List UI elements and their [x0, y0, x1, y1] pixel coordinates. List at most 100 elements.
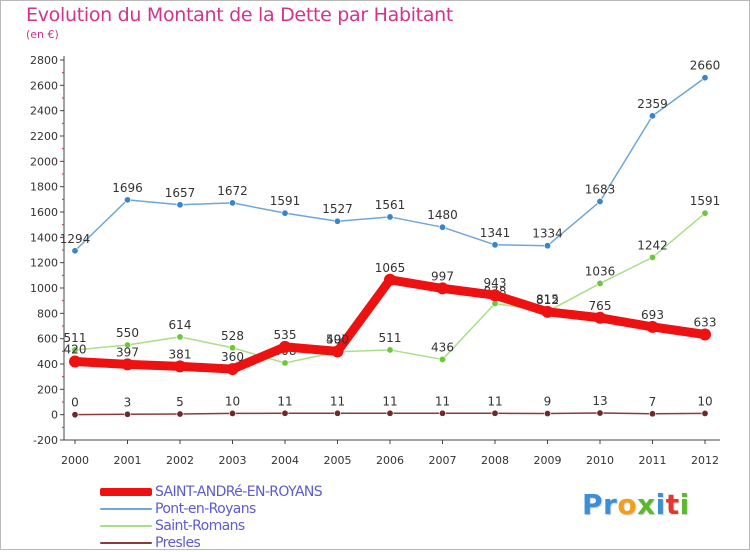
logo-letter: i [655, 488, 666, 521]
legend-swatch [100, 525, 152, 527]
data-label: 535 [274, 328, 297, 342]
logo-letter: i [679, 488, 690, 521]
legend-label: SAINT-ANDRé-EN-ROYANS [155, 484, 323, 500]
data-point [648, 112, 656, 120]
data-point [489, 289, 501, 302]
legend-label: Saint-Romans [155, 518, 245, 534]
data-point [699, 328, 711, 341]
data-label: 11 [435, 394, 450, 408]
x-tick-label: 2001 [114, 454, 142, 467]
data-point [333, 409, 341, 417]
x-tick-label: 2003 [219, 454, 247, 467]
data-label: 633 [694, 315, 717, 329]
data-label: 2660 [690, 59, 721, 73]
data-label: 5 [176, 395, 184, 409]
data-point [386, 409, 394, 417]
data-label: 2359 [637, 97, 668, 111]
data-point [124, 410, 132, 418]
y-tick-label: 1200 [30, 257, 58, 270]
data-point [386, 213, 394, 221]
data-label: 693 [641, 308, 664, 322]
data-point [176, 201, 184, 209]
y-tick-label: 1400 [30, 231, 58, 244]
data-point [491, 409, 499, 417]
legend-item: SAINT-ANDRé-EN-ROYANS [100, 484, 400, 501]
y-tick-label: -200 [33, 434, 58, 447]
x-tick-label: 2006 [376, 454, 404, 467]
data-label: 1527 [322, 202, 353, 216]
data-point [124, 196, 132, 204]
x-tick-label: 2012 [691, 454, 719, 467]
data-label: 10 [697, 394, 712, 408]
data-label: 360 [221, 350, 244, 364]
data-point [543, 410, 551, 418]
data-point [229, 199, 237, 207]
data-point [333, 217, 341, 225]
y-tick-label: 1800 [30, 181, 58, 194]
data-point [174, 360, 186, 373]
data-point [281, 209, 289, 217]
data-point [596, 279, 604, 287]
data-point [646, 320, 659, 333]
data-point [281, 409, 289, 417]
data-point [331, 345, 344, 358]
proxiti-logo: Proxiti [582, 488, 690, 521]
logo-letter: x [637, 488, 656, 521]
x-tick-label: 2000 [61, 454, 89, 467]
data-label: 1696 [112, 181, 143, 195]
data-point [701, 409, 709, 417]
data-label: 420 [64, 342, 87, 356]
data-point [279, 340, 291, 353]
data-label: 1561 [375, 198, 406, 212]
data-point [648, 410, 656, 418]
data-point [71, 247, 79, 255]
data-label: 1683 [585, 182, 616, 196]
legend-item: Saint-Romans [100, 518, 400, 535]
chart-title: Evolution du Montant de la Dette par Hab… [26, 4, 454, 26]
data-point [124, 341, 132, 349]
data-label: 397 [116, 345, 139, 359]
legend-item: Presles [100, 535, 400, 552]
logo-letter: P [582, 488, 604, 521]
data-label: 11 [487, 394, 502, 408]
data-point [543, 242, 551, 250]
y-tick-label: 600 [37, 333, 58, 346]
data-label: 997 [431, 269, 454, 283]
data-point [121, 358, 134, 371]
y-tick-label: 0 [51, 409, 58, 422]
y-tick-label: 2000 [30, 155, 58, 168]
logo-letter: t [665, 488, 680, 521]
data-point [229, 409, 237, 417]
data-label: 1242 [637, 238, 668, 252]
data-label: 550 [116, 326, 139, 340]
y-tick-label: 1600 [30, 206, 58, 219]
x-tick-label: 2004 [271, 454, 299, 467]
data-label: 1294 [60, 232, 91, 246]
data-label: 1065 [375, 261, 406, 275]
y-tick-label: 200 [37, 383, 58, 396]
data-point [281, 359, 289, 367]
data-point [491, 241, 499, 249]
legend: SAINT-ANDRé-EN-ROYANS Pont-en-Royans Sai… [100, 484, 400, 552]
data-point [438, 355, 446, 363]
x-tick-label: 2010 [586, 454, 614, 467]
data-point [438, 409, 446, 417]
series-line [74, 76, 706, 252]
x-tick-label: 2002 [166, 454, 194, 467]
data-point [594, 311, 606, 324]
data-point [226, 363, 239, 376]
data-point [596, 197, 604, 205]
data-label: 1591 [690, 194, 721, 208]
data-point [648, 253, 656, 261]
data-label: 1341 [480, 226, 511, 240]
legend-label: Pont-en-Royans [155, 501, 256, 517]
data-point [71, 411, 79, 419]
y-tick-label: 2200 [30, 130, 58, 143]
y-tick-label: 400 [37, 358, 58, 371]
data-point [176, 333, 184, 341]
logo-letter: r [603, 488, 618, 521]
data-label: 9 [544, 395, 552, 409]
data-point [386, 346, 394, 354]
